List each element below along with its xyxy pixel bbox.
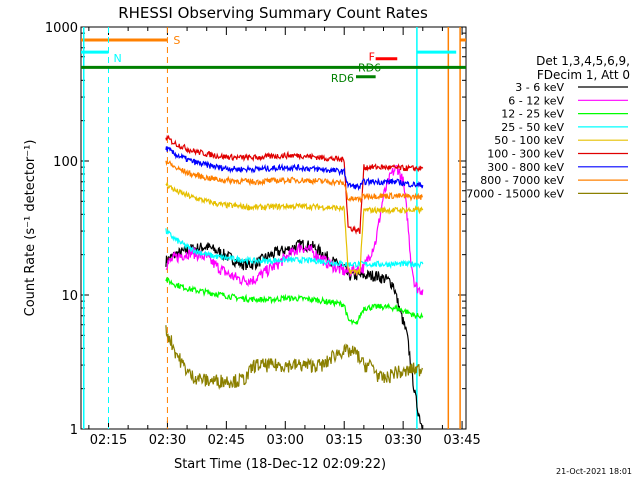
series-line-5 (165, 134, 424, 235)
indicator-s-label: S (173, 34, 180, 47)
x-tick-label: 02:30 (149, 433, 186, 448)
series-line-6 (165, 145, 424, 191)
x-axis-label: Start Time (18-Dec-12 02:09:22) (174, 457, 386, 472)
x-tick-label: 03:00 (267, 433, 304, 448)
series-line-1 (165, 165, 424, 296)
legend-header-2: FDecim 1, Att 0 (537, 68, 630, 82)
series-line-4 (165, 182, 424, 277)
series-line-0 (165, 239, 423, 430)
series-line-7 (165, 160, 423, 204)
x-tick-label: 03:15 (325, 433, 362, 448)
legend-label: 50 - 100 keV (494, 134, 564, 147)
series-line-3 (165, 228, 424, 270)
indicator-rd6-label: RD6 (358, 61, 381, 74)
x-tick-label: 03:45 (443, 433, 480, 448)
series-line-2 (165, 276, 424, 326)
x-axis-ticks: 02:15 02:30 02:45 03:00 03:15 03:30 03:45 (88, 27, 481, 448)
legend: Det 1,3,4,5,6,9, FDecim 1, Att 0 3 - 6 k… (466, 54, 630, 200)
legend-label: 25 - 50 keV (501, 121, 564, 134)
y-tick-label: 1000 (45, 21, 78, 36)
legend-label: 12 - 25 keV (501, 108, 564, 121)
indicator-rd6-label: RD6 (331, 72, 354, 85)
y-tick-label: 1 (70, 423, 78, 438)
legend-label: 300 - 800 keV (487, 161, 564, 174)
chart-title: RHESSI Observing Summary Count Rates (118, 4, 428, 22)
x-tick-label: 02:45 (208, 433, 245, 448)
footer-timestamp: 21-Oct-2021 18:01 (556, 467, 632, 476)
legend-label: 100 - 300 keV (487, 148, 564, 161)
plot-border (80, 26, 467, 430)
series-lines (165, 134, 424, 430)
legend-label: 7000 - 15000 keV (466, 187, 564, 200)
series-line-8 (165, 325, 424, 391)
indicator-f-label: F (369, 51, 375, 64)
legend-header-1: Det 1,3,4,5,6,9, (536, 54, 630, 68)
x-tick-label: 02:15 (90, 433, 127, 448)
legend-label: 800 - 7000 keV (480, 174, 564, 187)
y-axis-label: Count Rate (s⁻¹ detector⁻¹) (23, 140, 38, 317)
x-tick-label: 03:30 (384, 433, 421, 448)
y-axis-ticks: 1 10 100 1000 (45, 21, 466, 438)
plot-frame (80, 26, 467, 430)
legend-label: 6 - 12 keV (508, 94, 564, 107)
indicator-n-label: N (114, 52, 122, 65)
y-tick-label: 10 (61, 289, 78, 304)
legend-label: 3 - 6 keV (515, 81, 564, 94)
y-tick-label: 100 (53, 155, 78, 170)
